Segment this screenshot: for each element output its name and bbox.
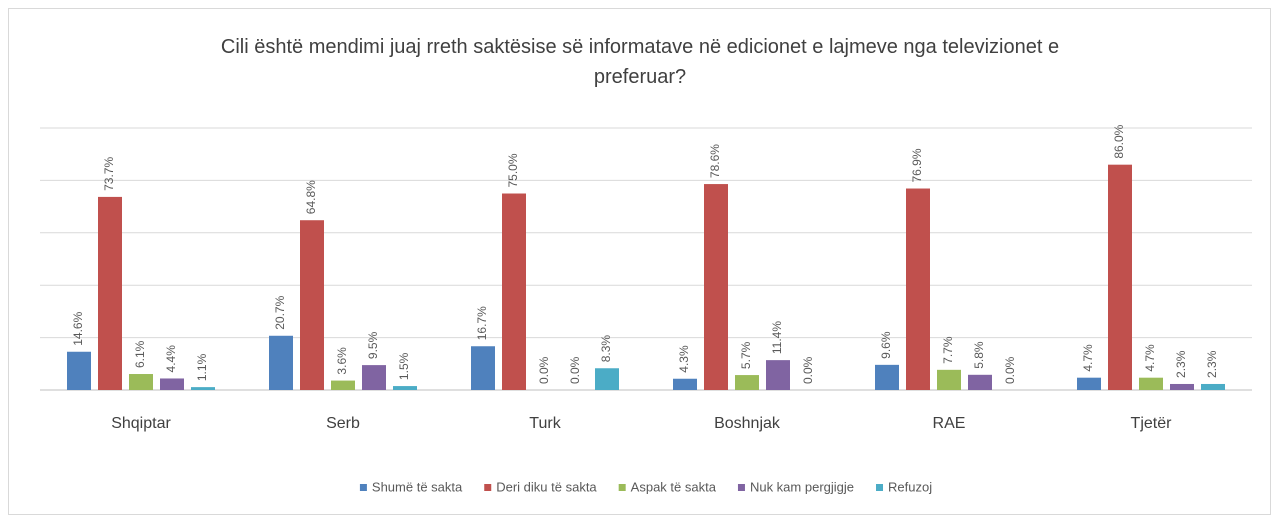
data-label: 4.7% (1143, 344, 1157, 372)
data-label: 9.5% (366, 331, 380, 359)
data-label: 14.6% (71, 311, 85, 345)
legend-label: Refuzoj (888, 479, 932, 494)
bar (393, 386, 417, 390)
bar (937, 369, 961, 390)
x-tick-label: Turk (529, 415, 561, 432)
data-label: 1.1% (195, 353, 209, 381)
data-label: 2.3% (1205, 350, 1219, 378)
data-label: 20.7% (273, 295, 287, 329)
legend-swatch (737, 484, 745, 491)
legend-swatch (618, 484, 626, 491)
data-label: 1.5% (397, 352, 411, 380)
bar (67, 351, 91, 390)
x-tick-label: Boshnjak (714, 415, 781, 432)
bar (906, 188, 930, 390)
legend-swatch (359, 484, 367, 491)
bar (331, 380, 355, 390)
bar (1108, 164, 1132, 390)
bar (129, 374, 153, 390)
data-label: 8.3% (599, 335, 613, 363)
data-label: 5.7% (739, 341, 753, 369)
data-label: 4.3% (677, 345, 691, 373)
bar (766, 360, 790, 390)
data-label: 4.4% (164, 345, 178, 373)
bar (1139, 377, 1163, 390)
legend-label: Nuk kam pergjigje (750, 479, 854, 494)
bar (300, 220, 324, 390)
bar (595, 368, 619, 390)
bar (1170, 383, 1194, 390)
bar (735, 375, 759, 390)
chart-title: Cili është mendimi juaj rreth saktësise … (220, 36, 1060, 88)
data-label: 64.8% (304, 180, 318, 214)
data-label: 78.6% (708, 144, 722, 178)
data-label: 0.0% (568, 356, 582, 384)
x-tick-label: Serb (326, 415, 360, 432)
data-label: 75.0% (506, 153, 520, 187)
data-label: 86.0% (1112, 124, 1126, 158)
bar (160, 378, 184, 390)
bar (471, 346, 495, 390)
x-tick-label: Tjetër (1131, 415, 1173, 432)
data-label: 0.0% (537, 356, 551, 384)
bar (1077, 377, 1101, 390)
bar (98, 196, 122, 390)
bar (968, 374, 992, 390)
data-label: 2.3% (1174, 350, 1188, 378)
legend-label: Shumë të sakta (372, 479, 463, 494)
data-label: 16.7% (475, 306, 489, 340)
bar (191, 387, 215, 390)
bar (362, 365, 386, 390)
bar (875, 364, 899, 390)
data-label: 0.0% (801, 356, 815, 384)
data-label: 3.6% (335, 347, 349, 375)
legend-swatch (876, 484, 884, 491)
legend-label: Aspak të sakta (631, 479, 717, 494)
data-label: 6.1% (133, 340, 147, 368)
data-label: 5.8% (972, 341, 986, 369)
legend-label: Deri diku të sakta (496, 479, 597, 494)
bar (269, 335, 293, 390)
data-label: 9.6% (879, 331, 893, 359)
legend-swatch (484, 484, 492, 491)
bar (704, 184, 728, 390)
x-tick-label: Shqiptar (111, 415, 171, 432)
data-label: 11.4% (770, 321, 784, 354)
bar (1201, 383, 1225, 390)
bar (673, 378, 697, 390)
x-tick-label: RAE (933, 415, 966, 432)
data-label: 4.7% (1081, 344, 1095, 372)
data-label: 76.9% (910, 148, 924, 182)
bar (502, 193, 526, 390)
data-label: 73.7% (102, 157, 116, 191)
data-label: 0.0% (1003, 356, 1017, 384)
data-label: 7.7% (941, 336, 955, 364)
